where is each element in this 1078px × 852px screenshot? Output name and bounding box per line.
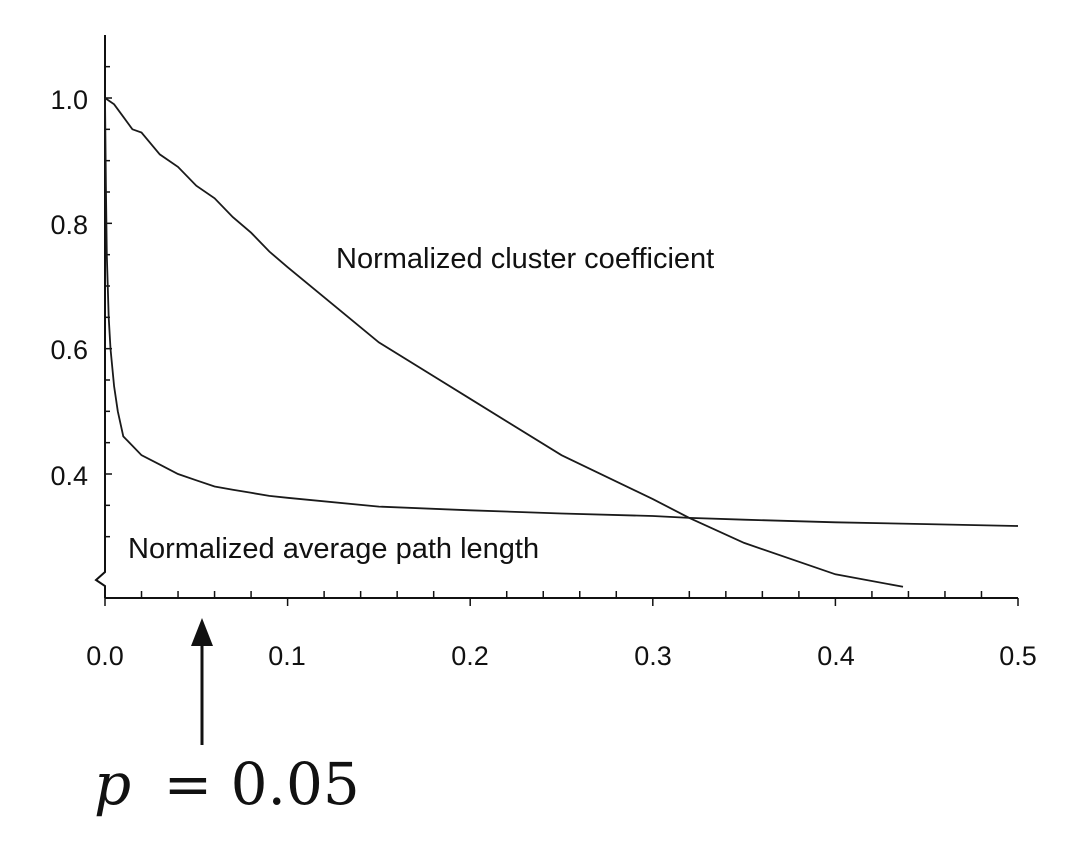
annotation-label: p = 0.05 <box>94 750 360 818</box>
x-tick-label: 0.5 <box>999 641 1037 671</box>
annotation-variable: p <box>94 750 131 818</box>
x-tick-label: 0.1 <box>268 641 306 671</box>
y-tick-label: 0.6 <box>50 335 88 365</box>
series-label-average-path-length: Normalized average path length <box>128 533 539 565</box>
x-tick-label: 0.3 <box>634 641 672 671</box>
series <box>104 97 1019 588</box>
x-tick-label: 0.0 <box>86 641 124 671</box>
x-ticks <box>104 591 1019 606</box>
series-line-average-path-length <box>104 97 1019 527</box>
series-label-cluster-coefficient: Normalized cluster coefficient <box>336 243 714 275</box>
arrow-up-icon <box>191 618 213 646</box>
y-tick-label: 0.4 <box>50 461 88 491</box>
x-tick-label: 0.2 <box>451 641 489 671</box>
y-tick-label: 0.8 <box>50 210 88 240</box>
p-annotation: p = 0.05 <box>94 618 360 818</box>
tick-labels: 0.4 0.6 0.8 1.0 0.0 0.1 0.2 0.3 0.4 0.5 <box>50 85 1036 671</box>
annotation-value: = 0.05 <box>164 750 360 818</box>
y-tick-label: 1.0 <box>50 85 88 115</box>
x-tick-label: 0.4 <box>817 641 855 671</box>
axes <box>94 35 1019 606</box>
series-line-cluster-coefficient <box>104 97 904 588</box>
y-axis <box>94 35 106 598</box>
